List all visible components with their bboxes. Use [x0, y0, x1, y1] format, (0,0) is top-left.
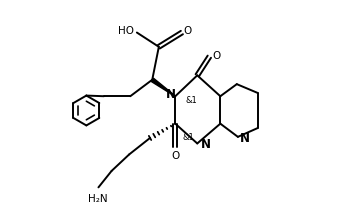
Text: O: O: [212, 51, 220, 61]
Text: N: N: [240, 132, 250, 145]
Text: O: O: [184, 27, 192, 36]
Text: N: N: [165, 88, 175, 101]
Text: N: N: [201, 138, 211, 151]
Polygon shape: [151, 78, 175, 96]
Text: O: O: [171, 151, 180, 161]
Text: &1: &1: [185, 96, 197, 105]
Text: &1: &1: [182, 133, 194, 143]
Text: HO: HO: [118, 26, 134, 36]
Text: H₂N: H₂N: [88, 194, 107, 204]
